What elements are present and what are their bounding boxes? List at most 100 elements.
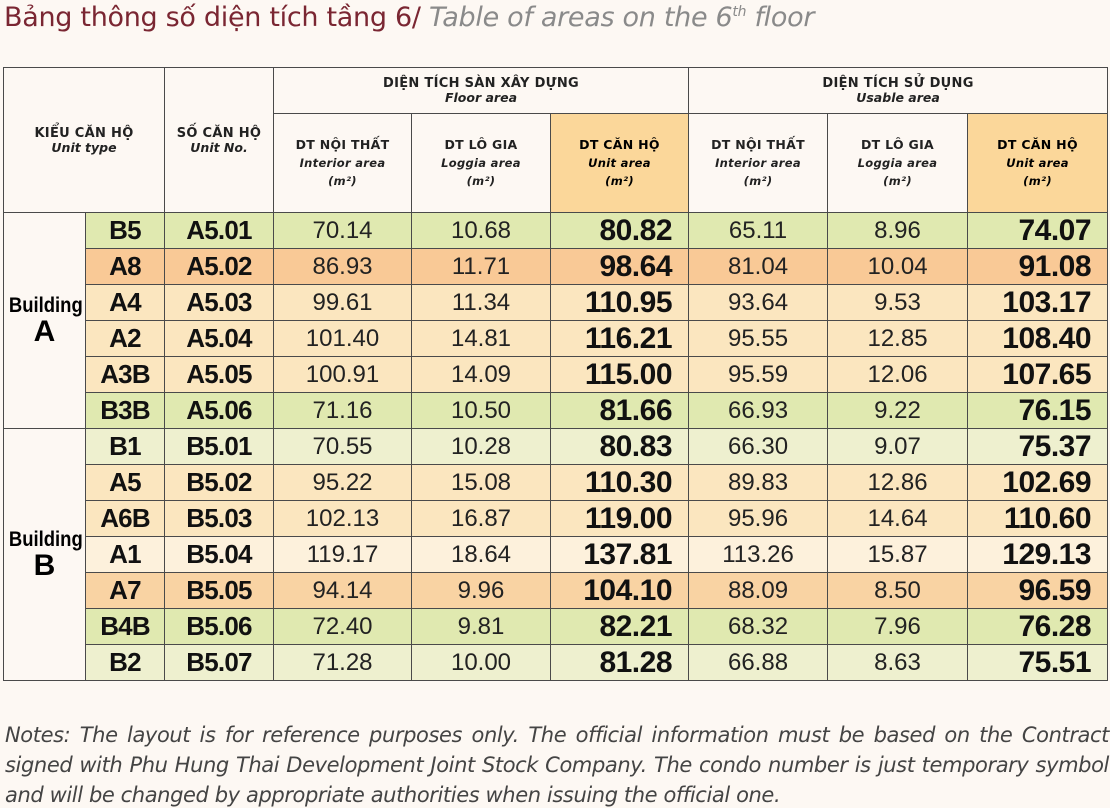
unit-type-header: KIỂU CĂN HỘ Unit type xyxy=(3,67,165,213)
floor-unit-area-cell: 81.66 xyxy=(549,392,690,429)
usable-interior-cell: 81.04 xyxy=(688,248,829,285)
usable-loggia-cell: 12.86 xyxy=(827,464,969,501)
floor-loggia-cell: 14.81 xyxy=(411,320,551,357)
unit-type-cell: A8 xyxy=(85,248,165,285)
unit-type-cell: A6B xyxy=(85,500,165,537)
floor-interior-cell: 95.22 xyxy=(273,464,412,501)
usable-interior-cell: 93.64 xyxy=(688,284,829,321)
usable-interior-cell: 66.88 xyxy=(688,644,829,681)
building-letter: A xyxy=(33,314,56,348)
usable-loggia-cell: 9.22 xyxy=(827,392,969,429)
usable-unit-area-cell: 108.40 xyxy=(967,320,1109,357)
usable-unit-area-header: DT CĂN HỘ Unit area (m²) xyxy=(967,113,1109,213)
unit-no-cell: B5.03 xyxy=(164,500,274,537)
usable-unit-area-cell: 129.13 xyxy=(967,536,1109,573)
usable-loggia-cell: 14.64 xyxy=(827,500,969,537)
unit-no-header: SỐ CĂN HỘ Unit No. xyxy=(164,67,274,213)
floor-unit-area-cell: 115.00 xyxy=(549,356,690,393)
unit-no-cell: A5.03 xyxy=(164,284,274,321)
unit-type-cell: B4B xyxy=(85,608,165,645)
unit-no-cell: B5.05 xyxy=(164,572,274,609)
unit-type-cell: B5 xyxy=(85,212,165,249)
usable-interior-cell: 113.26 xyxy=(688,536,829,573)
floor-unit-area-cell: 80.83 xyxy=(549,428,690,465)
floor-loggia-cell: 14.09 xyxy=(411,356,551,393)
building-word: Building xyxy=(8,527,83,551)
floor-unit-area-cell: 137.81 xyxy=(549,536,690,573)
floor-unit-area-cell: 119.00 xyxy=(549,500,690,537)
unit-no-cell: B5.07 xyxy=(164,644,274,681)
building-letter: B xyxy=(33,548,56,582)
floor-interior-cell: 100.91 xyxy=(273,356,412,393)
floor-area-header: DIỆN TÍCH SÀN XÂY DỰNG Floor area xyxy=(272,67,690,114)
unit-no-cell: B5.04 xyxy=(164,536,274,573)
table-row: A2 A5.04 101.40 14.81 116.21 95.55 12.85 108.40 xyxy=(3,320,1109,357)
usable-unit-area-cell: 76.28 xyxy=(967,608,1109,645)
floor-unit-area-cell: 110.95 xyxy=(549,284,690,321)
unit-type-cell: B2 xyxy=(85,644,165,681)
unit-no-cell: A5.01 xyxy=(164,212,274,249)
usable-loggia-cell: 12.06 xyxy=(827,356,969,393)
floor-interior-cell: 86.93 xyxy=(273,248,412,285)
usable-unit-area-cell: 91.08 xyxy=(967,248,1109,285)
usable-loggia-cell: 8.96 xyxy=(827,212,969,249)
floor-loggia-cell: 9.96 xyxy=(411,572,551,609)
floor-loggia-cell: 15.08 xyxy=(411,464,551,501)
floor-loggia-cell: 18.64 xyxy=(411,536,551,573)
usable-unit-area-cell: 74.07 xyxy=(967,212,1109,249)
floor-unit-area-header: DT CĂN HỘ Unit area (m²) xyxy=(549,113,690,213)
usable-interior-cell: 89.83 xyxy=(688,464,829,501)
unit-no-cell: A5.06 xyxy=(164,392,274,429)
floor-unit-area-cell: 104.10 xyxy=(549,572,690,609)
usable-loggia-cell: 7.96 xyxy=(827,608,969,645)
floor-unit-area-cell: 80.82 xyxy=(549,212,690,249)
page-title: Bảng thông số diện tích tầng 6/ Table of… xyxy=(4,2,814,33)
usable-interior-cell: 66.93 xyxy=(688,392,829,429)
usable-loggia-cell: 10.04 xyxy=(827,248,969,285)
floor-interior-cell: 71.28 xyxy=(273,644,412,681)
table-row: Building B B1 B5.01 70.55 10.28 80.83 66.30 9.07… xyxy=(3,428,1109,681)
usable-loggia-cell: 8.50 xyxy=(827,572,969,609)
floor-loggia-cell: 10.68 xyxy=(411,212,551,249)
usable-unit-area-cell: 102.69 xyxy=(967,464,1109,501)
usable-unit-area-cell: 107.65 xyxy=(967,356,1109,393)
floor-unit-area-cell: 98.64 xyxy=(549,248,690,285)
notes: Notes: The layout is for reference purpo… xyxy=(5,723,1109,807)
unit-no-cell: A5.04 xyxy=(164,320,274,357)
floor-loggia-cell: 10.28 xyxy=(411,428,551,465)
table-row: B2 B5.07 71.28 10.00 81.28 66.88 8.63 75.51 xyxy=(3,644,1109,681)
floor-unit-area-cell: 110.30 xyxy=(549,464,690,501)
unit-no-cell: B5.01 xyxy=(164,428,274,465)
usable-loggia-cell: 12.85 xyxy=(827,320,969,357)
usable-loggia-cell: 15.87 xyxy=(827,536,969,573)
usable-interior-cell: 66.30 xyxy=(688,428,829,465)
table-row: A4 A5.03 99.61 11.34 110.95 93.64 9.53 103.17 xyxy=(3,284,1109,321)
floor-loggia-cell: 10.00 xyxy=(411,644,551,681)
usable-unit-area-cell: 75.37 xyxy=(967,428,1109,465)
building-label: Building B xyxy=(3,428,86,681)
area-table: KIỂU CĂN HỘ Unit type SỐ CĂN HỘ Unit No.… xyxy=(3,67,1109,681)
unit-no-cell: B5.06 xyxy=(164,608,274,645)
floor-loggia-cell: 9.81 xyxy=(411,608,551,645)
usable-interior-cell: 95.96 xyxy=(688,500,829,537)
table-row: A1 B5.04 119.17 18.64 137.81 113.26 15.87 129.1… xyxy=(3,536,1109,573)
table-row: B3B A5.06 71.16 10.50 81.66 66.93 9.22 76.15 xyxy=(3,392,1109,429)
floor-unit-area-cell: 116.21 xyxy=(549,320,690,357)
floor-interior-cell: 102.13 xyxy=(273,500,412,537)
usable-area-header: DIỆN TÍCH SỬ DỤNG Usable area xyxy=(688,67,1109,114)
table-row: A8 A5.02 86.93 11.71 98.64 81.04 10.04 91.08 xyxy=(3,248,1109,285)
usable-loggia-cell: 8.63 xyxy=(827,644,969,681)
floor-loggia-cell: 11.34 xyxy=(411,284,551,321)
floor-unit-area-cell: 82.21 xyxy=(549,608,690,645)
floor-loggia-cell: 11.71 xyxy=(411,248,551,285)
floor-interior-header: DT NỘI THẤT Interior area (m²) xyxy=(273,113,412,213)
unit-no-cell: A5.02 xyxy=(164,248,274,285)
floor-interior-cell: 70.14 xyxy=(273,212,412,249)
unit-type-cell: A7 xyxy=(85,572,165,609)
table-row: Building A B5 A5.01 70.14 10.68 80.82 65.11 8.96… xyxy=(3,212,1109,429)
floor-loggia-header: DT LÔ GIA Loggia area (m²) xyxy=(411,113,551,213)
floor-interior-cell: 101.40 xyxy=(273,320,412,357)
unit-type-cell: A1 xyxy=(85,536,165,573)
unit-type-cell: B3B xyxy=(85,392,165,429)
floor-interior-cell: 70.55 xyxy=(273,428,412,465)
